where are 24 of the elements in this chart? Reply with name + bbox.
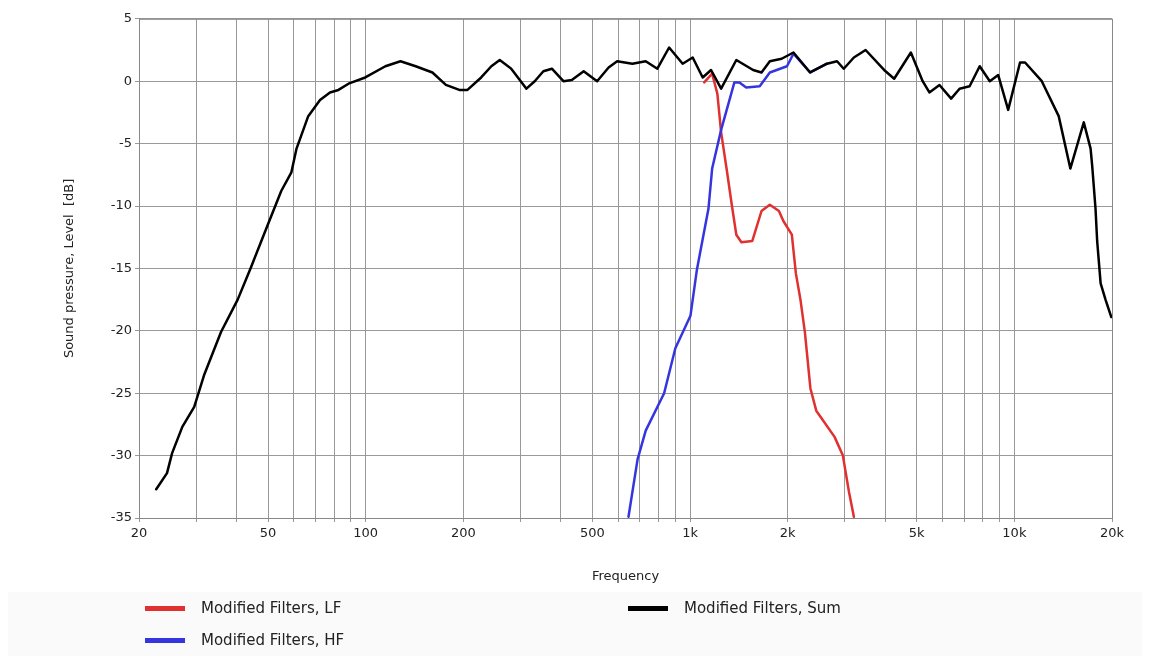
- x-tick-label: 200: [450, 525, 476, 541]
- y-tick-label: -20: [110, 322, 132, 338]
- x-tick-label: 10k: [1002, 525, 1027, 541]
- x-tick-label: 50: [259, 525, 277, 541]
- x-axis-title: Frequency: [591, 567, 660, 583]
- y-tick-label: -30: [110, 446, 132, 462]
- y-tick-label: -15: [110, 259, 132, 275]
- y-tick-label: -10: [110, 197, 132, 213]
- x-tick-label: 20k: [1099, 525, 1125, 541]
- y-tick-label: 5: [123, 10, 132, 26]
- legend-label: Modified Filters, Sum: [684, 599, 841, 617]
- x-tick-label: 100: [353, 525, 379, 541]
- y-axis-title: Sound pressure, Level [dB]: [61, 178, 77, 359]
- x-tick-label: 500: [579, 525, 605, 541]
- legend-label: Modified Filters, HF: [201, 631, 345, 649]
- x-tick-label: 1k: [682, 525, 699, 541]
- x-tick-label: 5k: [908, 525, 926, 541]
- y-tick-label: -25: [110, 384, 132, 400]
- legend-label: Modified Filters, LF: [201, 599, 342, 617]
- y-tick-label: -35: [110, 509, 132, 525]
- x-tick-label: 2k: [779, 525, 797, 541]
- y-tick-label: 0: [123, 72, 132, 88]
- y-tick-label: -5: [119, 134, 132, 150]
- x-tick-label: 20: [130, 525, 148, 541]
